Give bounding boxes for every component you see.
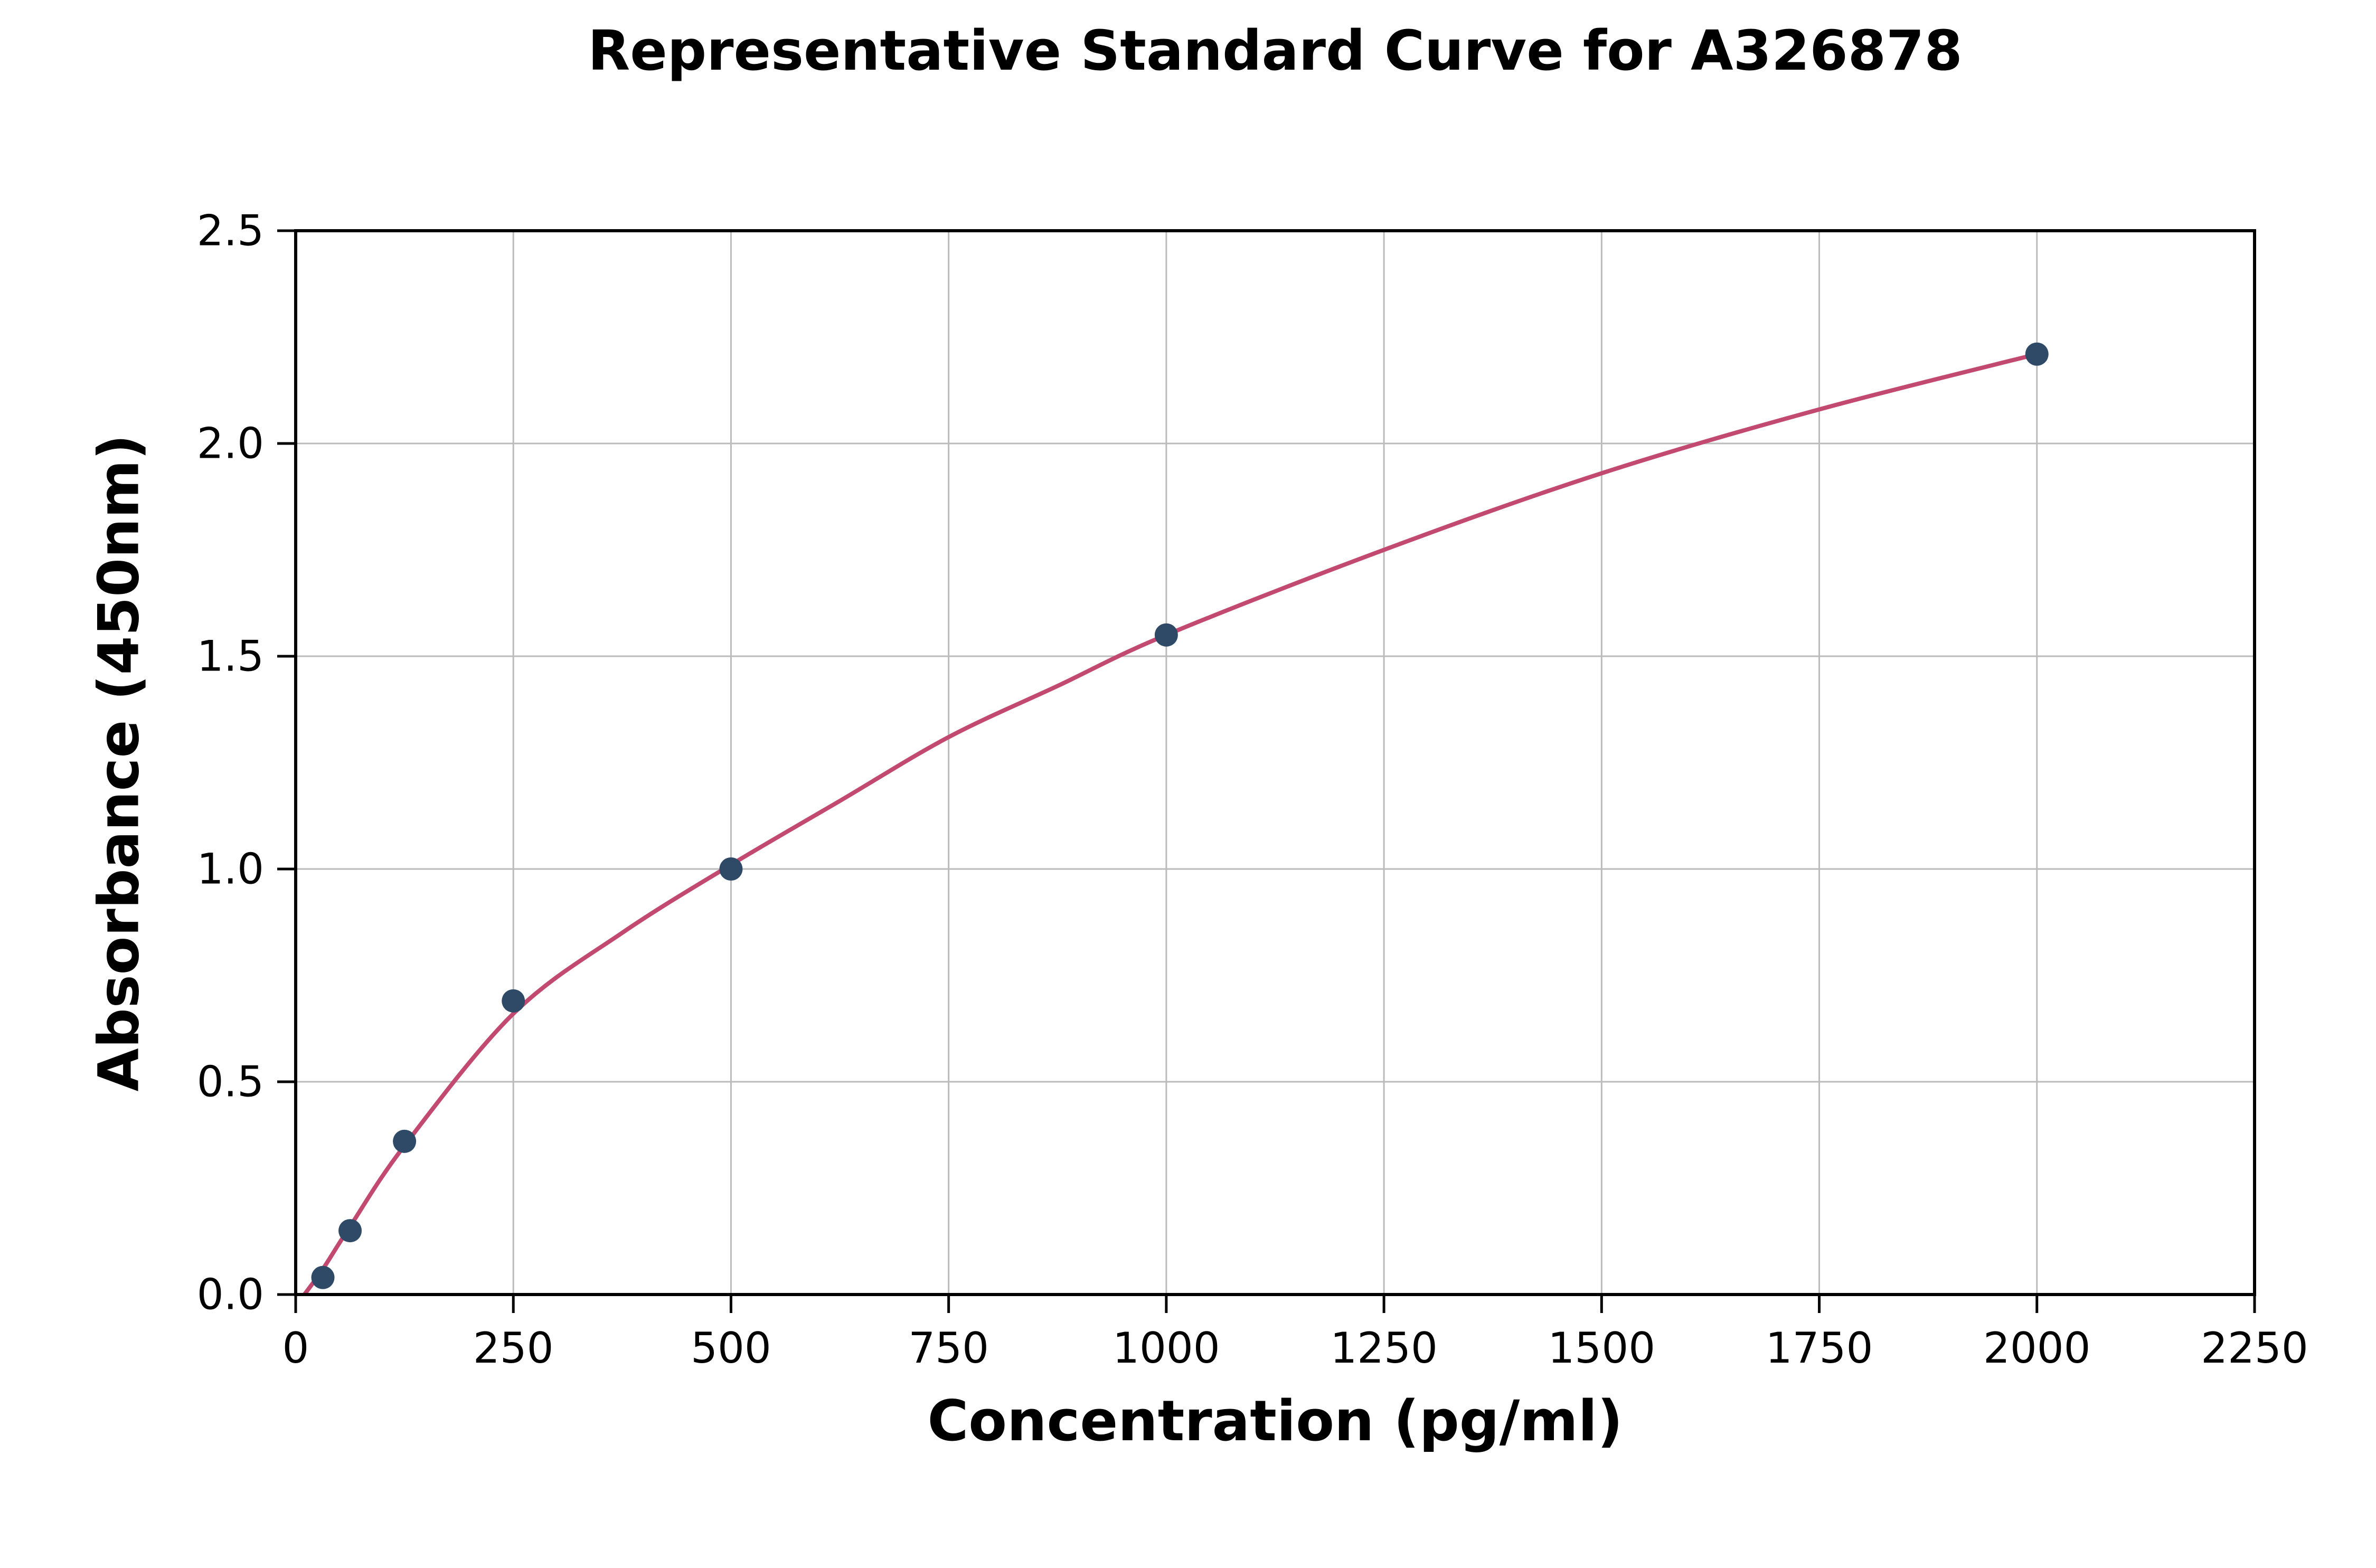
fitted-curve-line bbox=[303, 352, 2038, 1295]
y-tick-label: 2.5 bbox=[197, 206, 264, 256]
chart-title: Representative Standard Curve for A32687… bbox=[588, 18, 1963, 83]
x-tick-label: 2250 bbox=[2201, 1324, 2308, 1373]
x-tick-label: 0 bbox=[282, 1324, 309, 1373]
data-point bbox=[393, 1129, 417, 1153]
x-tick-label: 750 bbox=[908, 1324, 989, 1373]
x-tick-label: 500 bbox=[691, 1324, 771, 1373]
x-tick-label: 250 bbox=[473, 1324, 554, 1373]
x-tick-label: 1750 bbox=[1766, 1324, 1873, 1373]
data-point bbox=[719, 857, 743, 881]
x-tick-label: 2000 bbox=[1983, 1324, 2091, 1373]
x-axis-label: Concentration (pg/ml) bbox=[927, 1388, 1623, 1453]
x-tick-label: 1000 bbox=[1112, 1324, 1220, 1373]
data-point bbox=[502, 989, 525, 1013]
y-tick-label: 2.0 bbox=[197, 419, 264, 468]
y-tick-label: 1.0 bbox=[197, 845, 264, 894]
data-point bbox=[338, 1219, 362, 1243]
y-tick-label: 0.5 bbox=[197, 1057, 264, 1107]
x-tick-label: 1500 bbox=[1548, 1324, 1656, 1373]
x-tick-label: 1250 bbox=[1330, 1324, 1438, 1373]
data-point bbox=[2025, 342, 2049, 366]
plot-border bbox=[294, 229, 2256, 1296]
data-point bbox=[311, 1265, 335, 1289]
y-tick-label: 0.0 bbox=[197, 1270, 264, 1319]
y-tick-label: 1.5 bbox=[197, 632, 264, 681]
data-point bbox=[1154, 623, 1178, 647]
